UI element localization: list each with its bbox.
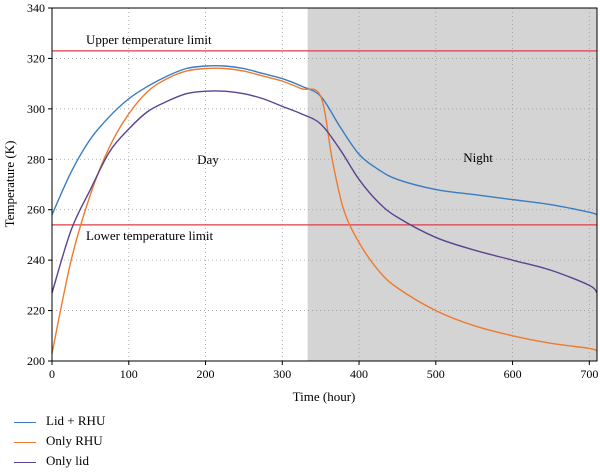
y-tick-label: 220 xyxy=(27,304,45,318)
y-tick-label: 340 xyxy=(27,1,45,15)
y-tick-label: 200 xyxy=(27,354,45,368)
y-tick-label: 240 xyxy=(27,253,45,267)
legend-swatch-only-lid xyxy=(14,462,36,463)
series-line-0 xyxy=(51,64,598,216)
x-tick-label: 400 xyxy=(350,367,368,381)
legend-swatch-only-rhu xyxy=(14,442,36,443)
legend-item-only-lid: Only lid xyxy=(14,452,234,472)
x-axis-title: Time (hour) xyxy=(293,389,356,404)
series-lines xyxy=(51,64,598,354)
series-line-1 xyxy=(51,67,598,354)
legend-label: Lid + RHU xyxy=(46,413,106,428)
legend-item-lid-rhu: Lid + RHU xyxy=(14,412,234,432)
legend-label: Only RHU xyxy=(46,433,103,448)
x-tick-label: 600 xyxy=(504,367,522,381)
legend-label: Only lid xyxy=(46,453,89,468)
night-label: Night xyxy=(463,150,493,165)
legend-item-only-rhu: Only RHU xyxy=(14,432,234,452)
series-line-2 xyxy=(51,90,598,294)
lower-limit-label: Lower temperature limit xyxy=(86,228,213,243)
x-tick-label: 300 xyxy=(273,367,291,381)
x-tick-label: 500 xyxy=(427,367,445,381)
y-tick-label: 280 xyxy=(27,152,45,166)
y-tick-label: 260 xyxy=(27,203,45,217)
x-tick-label: 700 xyxy=(580,367,598,381)
axes: 0 100 200 300 400 500 600 700 200 220 240 260 280 300… xyxy=(27,1,598,381)
legend: Lid + RHU Only RHU Only lid xyxy=(14,412,234,472)
x-tick-label: 200 xyxy=(197,367,215,381)
chart-svg: 0 100 200 300 400 500 600 700 200 220 240 260 280 300… xyxy=(2,1,598,404)
legend-swatch-lid-rhu xyxy=(14,422,36,423)
plot-frame xyxy=(51,7,598,362)
y-axis-title: Temperature (K) xyxy=(2,141,17,228)
x-tick-label: 0 xyxy=(49,367,55,381)
day-label: Day xyxy=(197,152,219,167)
y-tick-label: 320 xyxy=(27,51,45,65)
x-tick-label: 100 xyxy=(120,367,138,381)
upper-limit-label: Upper temperature limit xyxy=(86,32,212,47)
y-tick-label: 300 xyxy=(27,102,45,116)
night-shaded-region xyxy=(307,8,597,361)
reference-lines xyxy=(52,50,597,226)
